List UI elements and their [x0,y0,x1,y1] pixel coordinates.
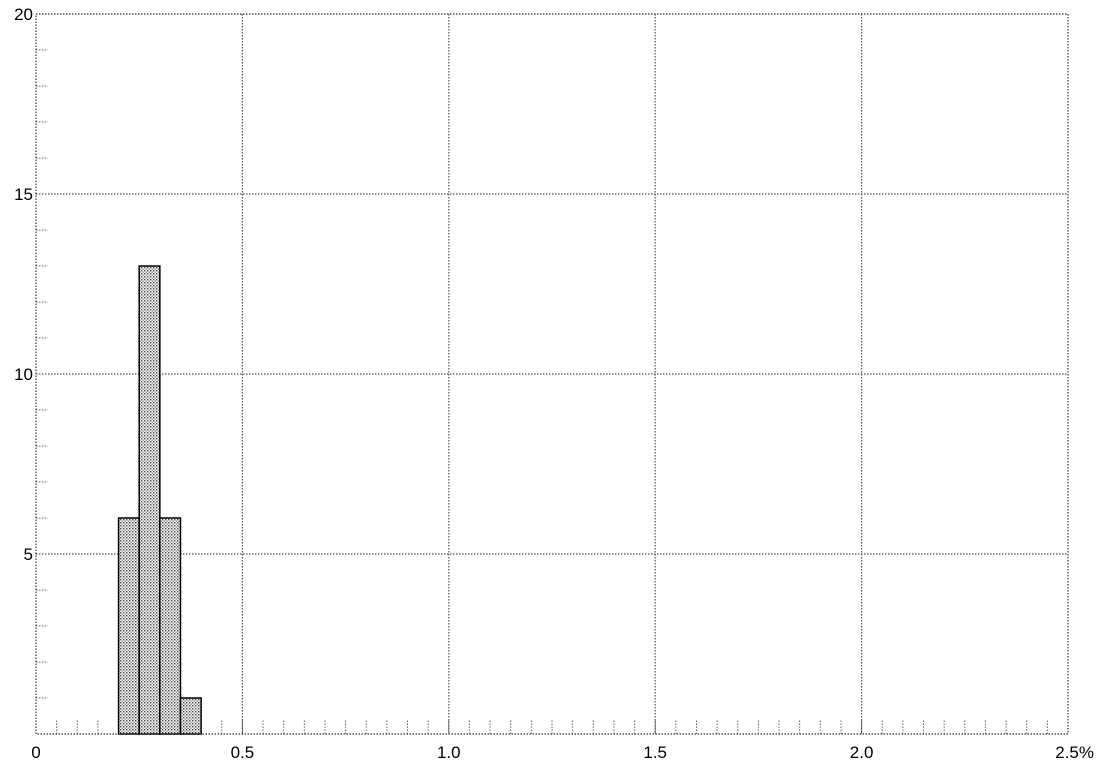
bars-layer [117,265,202,735]
x-tick-label: 1.5 [643,743,667,762]
histogram-bar [138,265,161,735]
minor-ticks [36,49,1048,734]
x-tick-label: 0.5 [231,743,255,762]
y-axis-labels: 5 10 15 20 [14,5,33,564]
histogram-bar [117,517,140,735]
plot-frame [35,13,1069,735]
y-tick-label: 20 [14,5,33,24]
x-axis-labels: 0 0.5 1.0 1.5 2.0 2.5% [31,743,1094,762]
x-tick-label: 2.5% [1055,743,1094,762]
histogram-bar [179,697,202,735]
x-tick-label: 2.0 [850,743,874,762]
histogram-bar [159,517,182,735]
x-tick-label: 1.0 [437,743,461,762]
y-tick-label: 10 [14,365,33,384]
grid-layer [36,14,1068,734]
y-tick-label: 5 [24,545,33,564]
x-tick-label: 0 [31,743,40,762]
y-tick-label: 15 [14,185,33,204]
